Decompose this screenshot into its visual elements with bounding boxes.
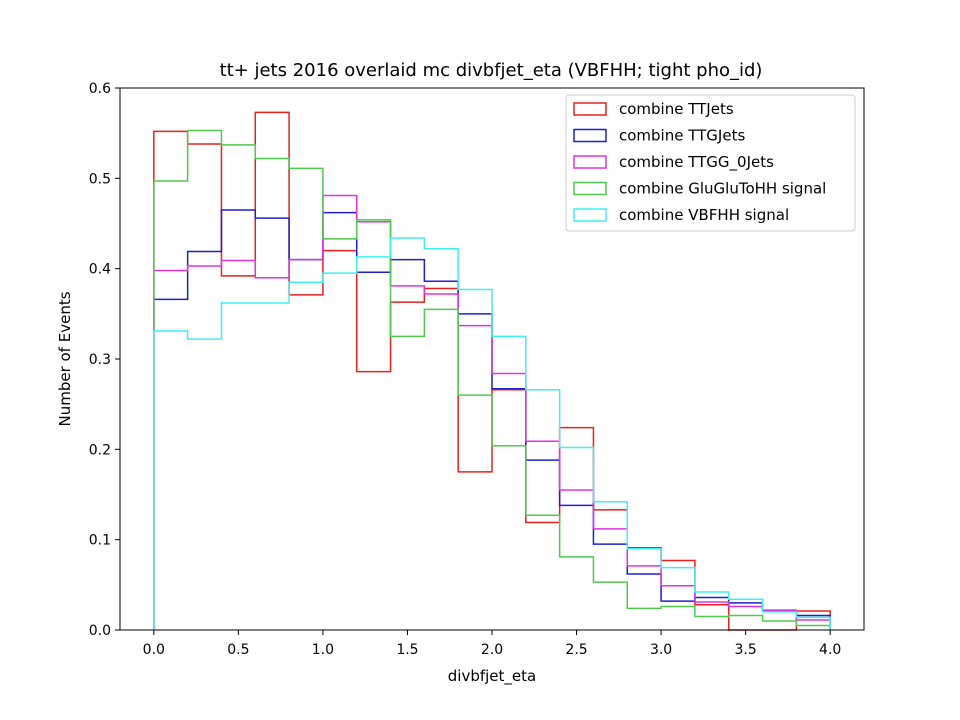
- x-axis-label: divbfjet_eta: [448, 667, 536, 686]
- y-tick-label: 0.3: [89, 352, 111, 368]
- legend-swatch: [573, 128, 607, 143]
- x-tick-label: 0.5: [227, 642, 249, 658]
- y-tick-label: 0.6: [89, 81, 111, 97]
- legend-swatch: [573, 208, 607, 222]
- x-tick-label: 3.0: [650, 642, 672, 658]
- legend-swatch: [573, 102, 607, 116]
- x-tick-label: 2.5: [565, 642, 587, 658]
- ticks-layer: 0.0 0.5 1.0 1.5 2.0 2.5 3.0 3.5 4.0 0.0 0.1 0.2 0.3 0…: [89, 81, 842, 658]
- y-axis-label: Number of Events: [56, 291, 74, 426]
- series-step-line-3: [153, 129, 831, 630]
- legend-label: combine TTJets: [619, 100, 734, 118]
- legend: combine TTJets combine TTGJets combine TTG…: [565, 94, 856, 232]
- plot-area-frame: [119, 87, 865, 631]
- series-layer: [153, 111, 831, 631]
- legend-swatch: [573, 155, 607, 169]
- legend-label: combine VBFHH signal: [619, 206, 789, 224]
- legend-label: combine TTGG_0Jets: [619, 153, 774, 172]
- x-tick-label: 3.5: [735, 642, 757, 658]
- chart-title: tt+ jets 2016 overlaid mc divbfjet_eta (…: [220, 60, 763, 81]
- x-tick-label: 1.5: [396, 642, 418, 658]
- legend-label: combine TTGJets: [619, 127, 745, 145]
- series-step-line-0: [153, 111, 831, 631]
- y-tick-label: 0.2: [89, 442, 111, 458]
- series-step-line-2: [153, 194, 831, 630]
- series-step-line-4: [153, 237, 831, 630]
- y-tick-label: 0.0: [89, 623, 111, 639]
- x-tick-label: 2.0: [481, 642, 503, 658]
- y-tick-label: 0.5: [89, 171, 111, 187]
- x-tick-label: 0.0: [143, 642, 165, 658]
- y-tick-label: 0.1: [89, 533, 111, 549]
- legend-label: combine GluGluToHH signal: [619, 180, 826, 198]
- x-tick-label: 1.0: [312, 642, 334, 658]
- x-tick-label: 4.0: [819, 642, 841, 658]
- legend-swatch: [573, 181, 607, 196]
- legend-frame: [565, 94, 856, 232]
- y-tick-label: 0.4: [89, 262, 111, 278]
